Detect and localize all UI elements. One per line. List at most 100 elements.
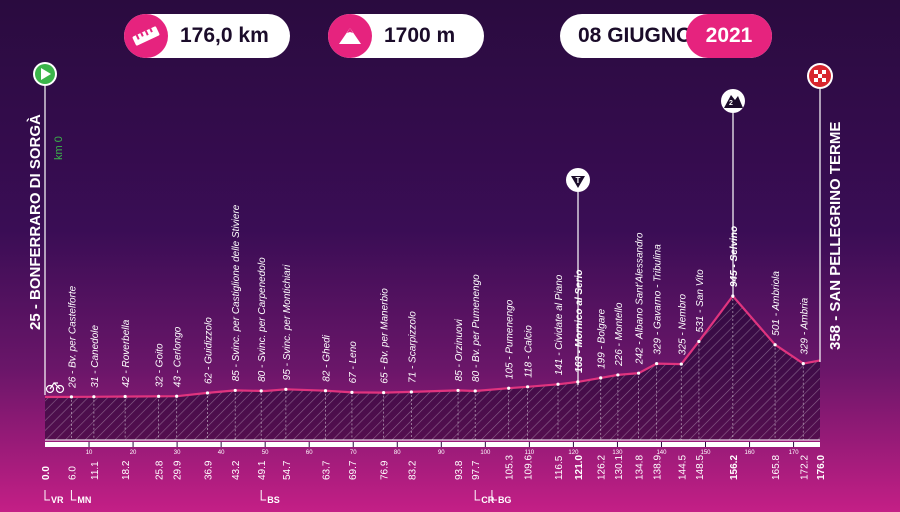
km-label: 29.9 [173,460,184,480]
km-label: 116.5 [554,455,565,480]
start-label: 25 - BONFERRARO DI SORGÀ [27,114,44,330]
point-dot [409,390,413,394]
point-dot [233,388,237,393]
year-badge: 2021 [686,14,772,58]
km-label: 6.0 [67,466,78,480]
x-tick-label: 70 [350,450,357,456]
place-label: 329 - Gavarno - Tribulina [653,244,664,355]
x-tick-label: 80 [394,450,401,456]
km-label: 130.1 [614,455,625,480]
place-label: 42 - Roverbella [121,319,132,387]
km-label: 83.2 [407,460,418,480]
distance-chip: 176,0 km [124,14,290,58]
place-label: 95 - Svinc. per Montichiari [282,264,293,380]
region-mark [260,490,267,501]
x-tick-label: 150 [701,450,712,456]
point-dot [175,394,179,398]
point-dot [773,343,777,347]
date-value: 08 GIUGNO [578,24,693,47]
point-dot [382,391,386,395]
place-label: 85 - Svinc. per Castiglione delle Stivie… [231,204,242,381]
ruler-icon [124,14,168,58]
point-dot [259,389,263,393]
point-dot [92,395,96,399]
region-mark [474,490,481,501]
place-label: 65 - Bv. per Manerbio [380,288,391,384]
km-label: 0.0 [41,466,52,480]
region-mark [491,490,497,501]
svg-text:2: 2 [729,100,733,107]
x-tick-label: 160 [745,450,756,456]
point-dot [323,389,328,393]
place-label: 163 - Mornico al Serio [574,269,585,372]
place-label: 32 - Goito [155,343,166,387]
place-label: 26 - Bv. per Castelforte [67,285,78,389]
x-tick-label: 110 [525,450,535,456]
place-label: 199 - Bolgare [597,308,608,368]
sprint-marker-icon: T [566,168,590,385]
km-label: 43.2 [231,460,242,480]
x-tick-label: 170 [789,450,800,456]
km-label: 18.2 [121,460,132,480]
point-dot [636,371,641,375]
x-tick-label: 10 [86,450,93,456]
region-label: CR [481,495,494,505]
km-label: 11.1 [90,461,101,480]
point-dot [655,362,659,366]
point-dot [556,382,560,386]
place-label: 85 - Orzinuovi [454,318,465,381]
place-label: 329 - Ambria [799,297,810,354]
place-label: 82 - Ghedi [321,334,332,381]
km-label: 176.0 [816,455,827,480]
km-label: 121.0 [574,455,585,480]
point-dot [679,362,683,366]
km-label: 63.7 [321,460,332,480]
point-dot [801,362,805,366]
x-tick-label: 120 [568,450,579,456]
km-label: 134.8 [635,455,646,480]
x-axis-bar [45,442,820,447]
elevation-value: 1700 m [384,24,456,47]
km-label: 165.8 [771,455,782,480]
gpm-marker-icon: 2 [721,89,745,298]
point-dot [697,339,701,344]
km-label: 148.5 [695,455,706,480]
bicycle-icon [45,382,65,394]
km-label: 156.2 [729,455,740,480]
x-tick-label: 20 [130,450,137,456]
place-label: 80 - Bv. per Pumenengo [471,274,482,382]
km-label: 36.9 [203,460,214,480]
km-label: 138.9 [653,455,664,480]
km-label: 144.5 [677,455,688,480]
x-tick-label: 40 [218,450,225,456]
point-dot [616,373,620,377]
km-label: 105.3 [505,455,516,480]
x-tick-label: 130 [612,450,623,456]
place-label: 226 - Montello [614,302,625,367]
x-tick-label: 140 [656,450,667,456]
start-play-icon [33,62,57,395]
place-label: 945 - Selvino [729,226,740,287]
region-label: BS [267,495,280,505]
place-label: 31 - Canedole [90,324,101,387]
point-dot [123,394,127,399]
place-label: 531 - San Vito [695,269,706,333]
region-label: VR [51,495,64,505]
place-label: 118 - Calcio [524,325,535,378]
place-label: 62 - Guidizzolo [203,317,214,384]
km-label: 54.7 [282,460,293,480]
place-label: 71 - Scarpizzolo [407,311,418,383]
km-label: 126.2 [597,455,608,480]
svg-text:T: T [576,176,581,185]
region-label: BG [498,495,512,505]
place-label: 105 - Pumenengo [505,299,516,379]
x-tick-label: 30 [174,450,181,456]
place-label: 242 - Albano Sant'Alessandro [635,232,646,365]
date-chip: 08 GIUGNO 2021 [560,14,772,58]
km-label: 69.7 [348,460,359,480]
place-label: 67 - Leno [348,341,359,384]
profile-line [44,294,821,399]
x-tick-label: 50 [262,450,269,456]
km-label: 97.7 [471,460,482,480]
